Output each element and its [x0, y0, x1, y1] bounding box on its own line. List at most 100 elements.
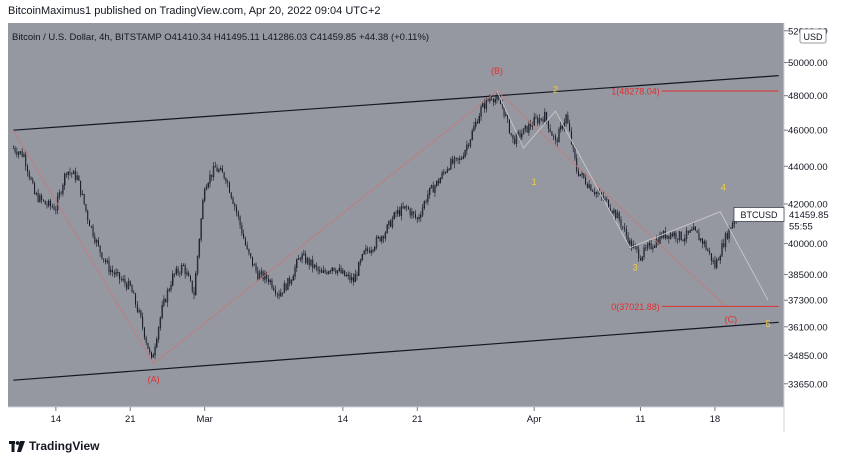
- candle-body-down: [83, 194, 85, 205]
- time-axis[interactable]: 14 21 Mar 14 21 Apr 11 18: [51, 407, 721, 425]
- candle-body-down: [425, 201, 427, 203]
- candle-body-down: [510, 133, 512, 135]
- candle-body-down: [609, 208, 611, 211]
- candle-body-down: [108, 260, 110, 272]
- candle-body-up: [363, 250, 365, 255]
- candle-body-up: [475, 121, 477, 127]
- candle-body-down: [698, 232, 700, 241]
- candle-body-down: [344, 270, 346, 276]
- candle-body-up: [641, 256, 643, 261]
- candle-body-up: [319, 270, 321, 272]
- candle-body-down: [60, 192, 62, 194]
- candle-body-up: [290, 280, 293, 284]
- candle-body-up: [370, 250, 372, 253]
- currency-button[interactable]: USD: [799, 28, 827, 44]
- candle-body-up: [648, 242, 651, 246]
- candle-body-up: [23, 154, 25, 157]
- candle-body-down: [650, 243, 652, 249]
- chart-canvas[interactable]: 1(48278.04) 0(37021.88) (A) (B) (C) 1 2 3 4 5 5 2 0…: [8, 23, 838, 432]
- footer: TradingView: [9, 439, 99, 453]
- candle-body-up: [180, 265, 183, 274]
- candle-body-up: [219, 168, 222, 171]
- candle-body-down: [492, 99, 494, 103]
- candle-body-down: [546, 112, 548, 121]
- ohlc-value: L41286.03: [262, 32, 310, 43]
- y-tick-label: 36100.00: [788, 322, 828, 333]
- candle-body-down: [239, 216, 241, 226]
- candle-body-down: [390, 220, 392, 227]
- candle-body-down: [611, 210, 613, 213]
- candle-body-up: [453, 157, 456, 164]
- candle-body-down: [349, 274, 351, 281]
- candle-body-up: [322, 270, 325, 273]
- candle-body-up: [58, 192, 61, 198]
- candle-body-down: [615, 210, 617, 218]
- candle-body-down: [671, 233, 673, 236]
- candle-body-down: [620, 219, 622, 227]
- candle-body-up: [691, 229, 693, 231]
- candle-body-down: [583, 173, 585, 178]
- candle-body-up: [283, 283, 286, 294]
- price-chart[interactable]: 1(48278.04) 0(37021.88) (A) (B) (C) 1 2 3 4 5 5 2 0…: [8, 23, 838, 432]
- candle-body-down: [554, 136, 556, 140]
- candle-body-down: [211, 174, 213, 177]
- candle-body-up: [604, 198, 606, 200]
- candle-body-down: [602, 196, 604, 200]
- candle-body-down: [299, 258, 301, 260]
- candle-body-down: [572, 143, 574, 148]
- candle-body-down: [51, 205, 53, 208]
- candle-body-up: [469, 139, 472, 147]
- candle-body-up: [253, 264, 255, 266]
- candle-body-down: [723, 243, 725, 247]
- candle-body-up: [264, 273, 266, 280]
- candle-body-up: [666, 235, 668, 239]
- candle-body-down: [119, 272, 121, 280]
- candle-body-down: [631, 240, 633, 249]
- candle-body-up: [359, 259, 362, 263]
- wave-label: 4: [721, 183, 726, 193]
- candle-body-down: [177, 268, 179, 274]
- candle-body-down: [484, 103, 486, 109]
- candle-body-down: [687, 230, 689, 233]
- candle-body-up: [163, 298, 165, 306]
- candle-body-down: [124, 279, 126, 284]
- candle-body-up: [122, 278, 124, 281]
- candle-body-up: [462, 156, 465, 159]
- candle-body-down: [622, 226, 624, 228]
- candle-body-down: [273, 287, 275, 291]
- candle-body-down: [165, 299, 167, 303]
- candle-body-down: [491, 98, 493, 100]
- candle-body-down: [326, 272, 328, 274]
- candle-body-down: [174, 273, 176, 275]
- candle-body-up: [613, 209, 615, 214]
- candle-body-up: [218, 169, 220, 172]
- candle-body-up: [384, 232, 387, 239]
- candle-body-up: [494, 99, 496, 103]
- candle-body-down: [30, 177, 32, 180]
- wave-label: (C): [725, 314, 738, 324]
- candle-body-down: [675, 232, 677, 239]
- candle-body-down: [275, 290, 277, 294]
- currency-label: USD: [803, 32, 823, 42]
- candle-body-down: [556, 139, 558, 143]
- candle-body-up: [361, 253, 364, 261]
- candle-body-up: [388, 220, 390, 226]
- y-tick-label: 46000.00: [788, 126, 828, 137]
- candle-body-up: [428, 187, 431, 195]
- candle-body-down: [85, 204, 87, 211]
- candle-body-down: [97, 240, 99, 246]
- candle-body-down: [597, 192, 599, 194]
- candle-body-down: [135, 293, 137, 305]
- candle-body-down: [455, 157, 457, 159]
- candle-body-down: [457, 157, 459, 160]
- candle-body-down: [335, 270, 337, 273]
- candle-body-up: [397, 209, 399, 214]
- candle-body-down: [709, 251, 711, 254]
- x-tick-label: 21: [125, 414, 136, 425]
- candle-body-up: [653, 245, 656, 248]
- wave-label: (A): [148, 375, 160, 385]
- candle-body-down: [682, 239, 684, 241]
- candle-body-down: [705, 241, 707, 250]
- candle-body-down: [246, 244, 248, 249]
- candle-body-down: [677, 238, 679, 240]
